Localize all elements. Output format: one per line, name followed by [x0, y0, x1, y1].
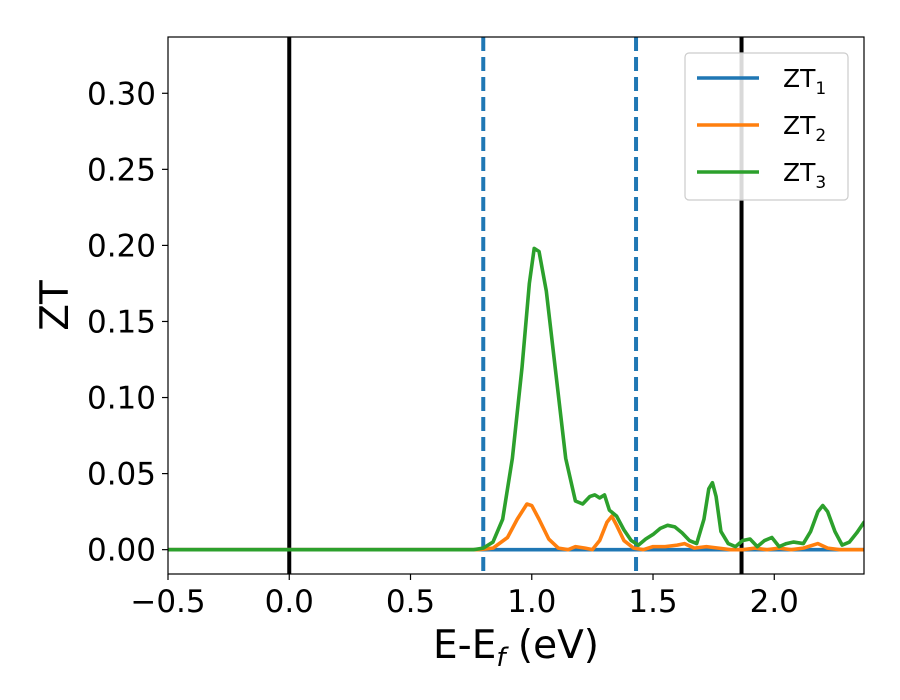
y-tick-label: 0.30: [87, 76, 156, 112]
legend-label-zt1: ZT1: [783, 64, 826, 99]
x-axis-label-main: E-E: [433, 623, 496, 668]
x-tick-label: −0.5: [130, 584, 205, 620]
x-tick-label: 0.0: [265, 584, 314, 620]
legend-box: [684, 52, 849, 201]
vertical-reference-lines: [287, 37, 744, 574]
x-tick-label: 0.5: [386, 584, 435, 620]
series-lines: [168, 246, 864, 552]
x-axis-label: E-Ef (eV): [433, 623, 599, 673]
y-tick-label: 0.15: [87, 304, 156, 340]
y-tick-label: 0.10: [87, 381, 156, 417]
x-tick-label: 1.5: [628, 584, 677, 620]
series-line-zt3: [168, 246, 864, 552]
x-tick-label: 1.0: [507, 584, 556, 620]
y-axis: 0.00 0.05 0.10 0.15 0.20 0.25 0.30: [87, 76, 168, 569]
x-tick-label: 2.0: [750, 584, 799, 620]
plot-frame: [167, 36, 865, 575]
y-axis-label: ZT: [33, 280, 78, 331]
legend-label-zt3: ZT3: [783, 158, 826, 193]
y-tick-label: 0.05: [87, 457, 156, 493]
x-axis: −0.5 0.0 0.5 1.0 1.5 2.0: [130, 574, 799, 620]
y-tick-label: 0.20: [87, 228, 156, 264]
x-axis-label-unit: (eV): [506, 623, 600, 668]
legend: ZT1 ZT2 ZT3: [684, 52, 849, 201]
series-line-zt2: [168, 502, 864, 552]
legend-label-zt2: ZT2: [783, 111, 826, 146]
y-tick-label: 0.00: [87, 533, 156, 569]
y-tick-label: 0.25: [87, 152, 156, 188]
